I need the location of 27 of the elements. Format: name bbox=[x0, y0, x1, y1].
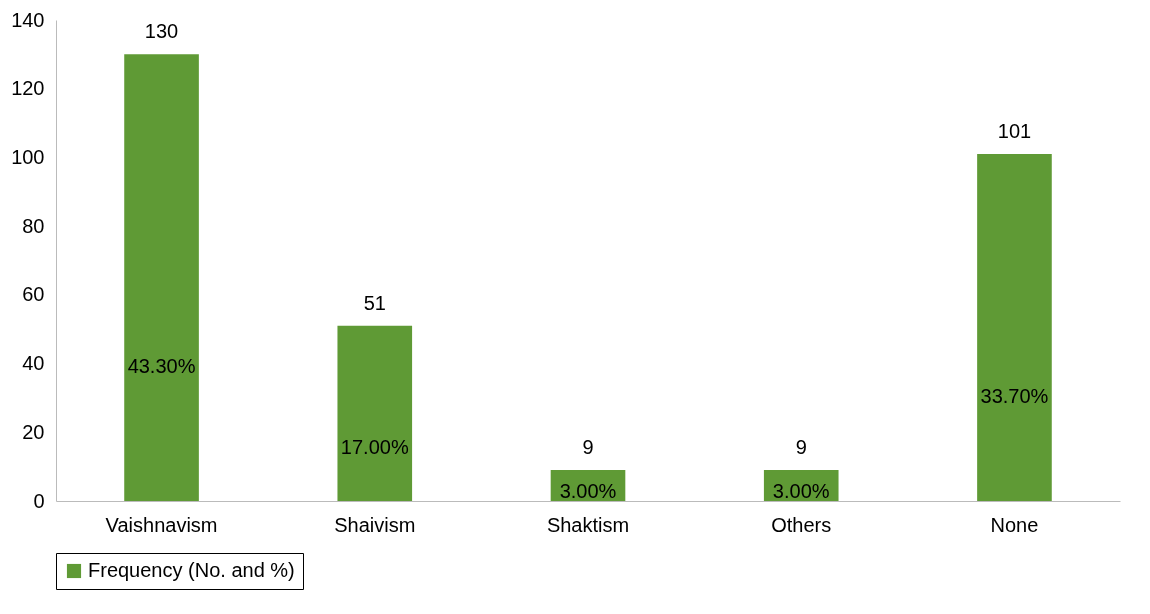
bar bbox=[337, 325, 413, 501]
x-tick-label: None bbox=[990, 513, 1039, 536]
bar bbox=[977, 153, 1052, 501]
annotation: 17.00% bbox=[340, 436, 409, 459]
y-tick-label: 40 bbox=[22, 352, 45, 375]
y-tick-label: 20 bbox=[22, 420, 45, 443]
annotation: 3.00% bbox=[559, 479, 617, 502]
annotation: 43.30% bbox=[127, 355, 196, 378]
legend-label: Frequency (No. and %) bbox=[88, 559, 295, 581]
data-label: 51 bbox=[363, 291, 386, 314]
bar bbox=[124, 54, 199, 501]
y-tick-label: 60 bbox=[22, 283, 45, 306]
x-tick-label: Others bbox=[771, 513, 832, 536]
x-tick-label: Vaishnavism bbox=[105, 513, 218, 536]
data-label: 130 bbox=[144, 20, 179, 43]
annotation: 3.00% bbox=[772, 479, 830, 502]
data-label: 9 bbox=[582, 436, 594, 459]
y-tick-label: 120 bbox=[11, 77, 45, 100]
y-tick-label: 140 bbox=[11, 8, 45, 31]
data-label: 101 bbox=[997, 119, 1032, 142]
data-label: 9 bbox=[795, 436, 807, 459]
x-tick-label: Shaivism bbox=[334, 513, 416, 536]
x-tick-label: Shaktism bbox=[546, 513, 630, 536]
y-tick-label: 100 bbox=[11, 145, 45, 168]
y-tick-label: 80 bbox=[22, 214, 45, 237]
annotation: 33.70% bbox=[980, 384, 1049, 407]
y-tick-label: 0 bbox=[33, 489, 45, 512]
